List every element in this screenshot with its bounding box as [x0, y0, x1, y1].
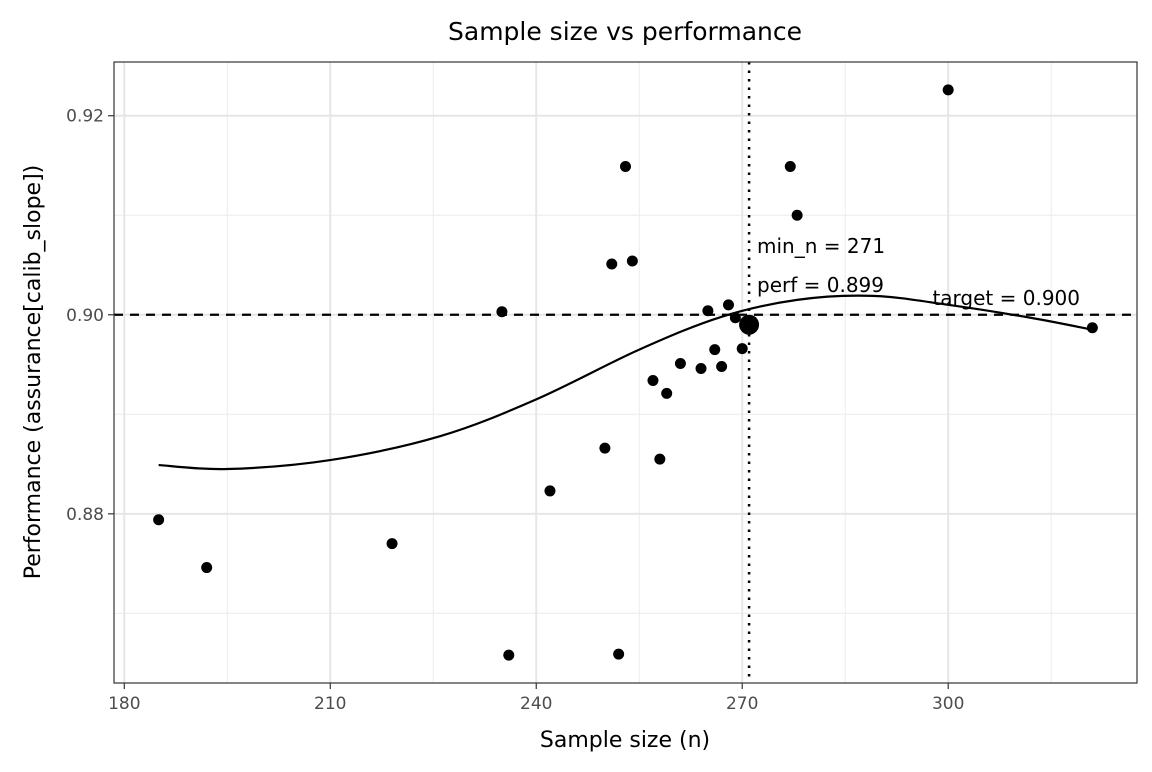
data-point	[942, 84, 954, 96]
data-point	[654, 453, 666, 465]
data-point	[716, 361, 728, 373]
data-point	[1086, 322, 1098, 334]
data-point	[626, 255, 638, 267]
data-point	[729, 312, 741, 324]
smooth-curve	[158, 294, 1093, 471]
data-point	[496, 306, 508, 318]
y-tick-label: 0.92	[66, 107, 104, 127]
reference-lines	[114, 62, 1137, 683]
data-point	[503, 649, 515, 661]
data-point	[544, 485, 556, 497]
data-point	[661, 387, 673, 399]
data-point	[702, 305, 714, 317]
chart-title: Sample size vs performance	[448, 17, 802, 46]
highlight-point	[739, 314, 760, 335]
axes: 180 210 240 270 300 0.88 0.90 0.92	[66, 107, 964, 714]
x-tick-label: 180	[108, 694, 140, 714]
data-point	[736, 343, 748, 355]
data-point	[606, 258, 618, 270]
x-axis-label: Sample size (n)	[540, 728, 710, 753]
y-axis-label: Performance (assurance[calib_slope])	[21, 165, 46, 580]
data-point	[722, 299, 734, 311]
data-point	[153, 514, 165, 526]
data-point	[613, 648, 625, 660]
data-point	[784, 160, 796, 172]
annotation-min-n: min_n = 271	[757, 234, 885, 258]
data-point	[620, 160, 631, 172]
points	[153, 84, 1098, 661]
data-point	[791, 209, 803, 221]
y-tick-label: 0.88	[66, 505, 104, 525]
annotation-perf: perf = 0.899	[757, 273, 884, 297]
y-tick-label: 0.90	[66, 306, 104, 326]
x-tick-label: 240	[520, 694, 552, 714]
x-tick-label: 270	[726, 694, 758, 714]
x-tick-label: 300	[932, 694, 964, 714]
data-point	[695, 363, 707, 375]
plot-panel-border	[113, 61, 1138, 684]
grid	[114, 62, 1137, 683]
annotation-target: target = 0.900	[932, 286, 1080, 310]
data-point	[647, 374, 659, 386]
data-point	[709, 344, 721, 356]
data-point	[201, 562, 213, 574]
data-point	[599, 442, 611, 454]
data-point	[674, 358, 686, 370]
data-point	[386, 538, 398, 550]
x-tick-label: 210	[314, 694, 346, 714]
